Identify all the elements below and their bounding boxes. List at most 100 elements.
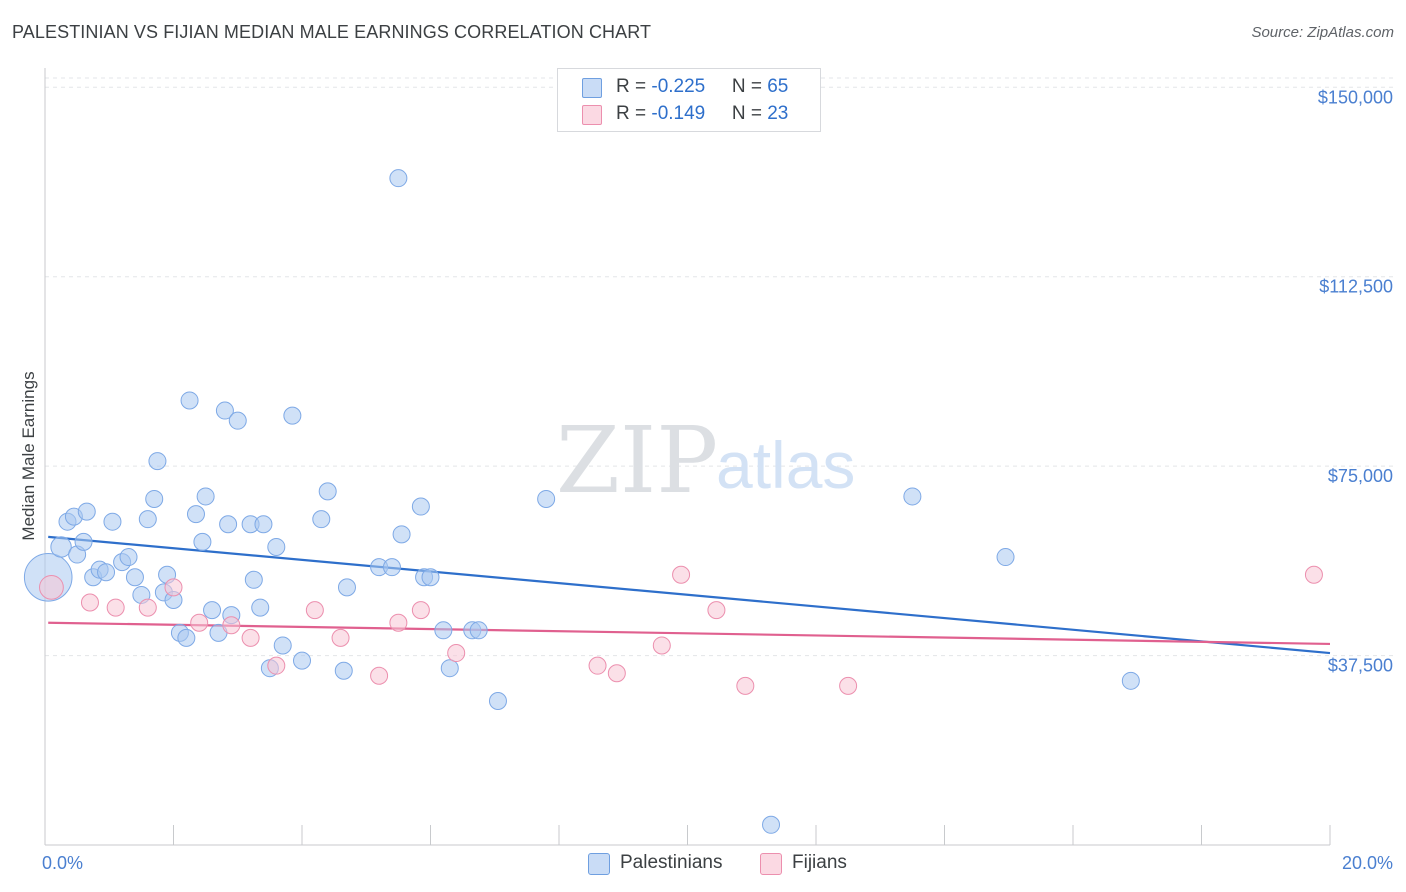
palestinian-point	[251, 598, 270, 617]
palestinian-point	[215, 401, 234, 420]
palestinian-point	[97, 563, 116, 582]
fijian-point	[607, 664, 626, 683]
palestinian-point	[421, 568, 440, 587]
fijian-point	[39, 574, 64, 600]
chart-title: PALESTINIAN VS FIJIAN MEDIAN MALE EARNIN…	[12, 22, 652, 42]
palestinian-point	[228, 411, 247, 430]
legend-r-label: R =	[616, 103, 652, 124]
x-tick-labels: 0.0% 20.0%	[42, 853, 1393, 873]
palestinian-point	[219, 515, 238, 534]
palestinian-point	[312, 510, 331, 529]
palestinian-point	[318, 482, 337, 501]
palestinian-point	[434, 621, 453, 640]
legend-swatch-fijians	[760, 853, 782, 875]
fijian-point	[707, 601, 726, 620]
palestinian-trend-line	[48, 535, 1331, 655]
y-tick-label: $150,000	[1318, 87, 1393, 107]
fijian-point	[839, 676, 858, 695]
legend-label-fijians: Fijians	[792, 852, 847, 873]
palestinian-point	[392, 525, 411, 544]
legend-n-value: 65	[767, 76, 789, 97]
fijian-point	[411, 601, 430, 620]
trend-lines	[48, 535, 1331, 655]
legend-r-value: -0.225	[651, 76, 706, 97]
fijian-point	[389, 613, 408, 632]
palestinian-point	[337, 578, 356, 597]
fijian-point	[138, 598, 157, 617]
watermark: ZIP atlas	[556, 407, 855, 514]
palestinian-point	[389, 169, 408, 188]
fijian-point	[222, 616, 241, 635]
fijian-point	[1304, 565, 1323, 584]
stats-legend: R = -0.225 N = 65 R = -0.149 N = 23	[557, 68, 821, 132]
palestinian-point	[996, 548, 1015, 567]
fijian-point	[652, 636, 671, 655]
palestinian-point	[488, 692, 507, 711]
palestinian-point	[177, 628, 196, 647]
fijian-trend-line	[48, 621, 1331, 646]
legend-label-palestinians: Palestinians	[620, 852, 723, 873]
palestinian-point	[125, 568, 144, 587]
axes	[44, 68, 1331, 846]
fijian-point	[106, 598, 125, 617]
fijian-point	[447, 644, 466, 663]
y-tick-label: $37,500	[1328, 656, 1393, 676]
legend-n-value: 23	[767, 103, 789, 124]
x-tick-label: 0.0%	[42, 853, 83, 873]
palestinian-point	[903, 487, 922, 506]
palestinian-point	[203, 601, 222, 620]
palestinian-point	[267, 537, 286, 556]
fijian-point	[190, 613, 209, 632]
palestinian-point	[148, 452, 167, 471]
fijian-point	[267, 656, 286, 675]
data-points	[23, 169, 1323, 834]
palestinian-point	[50, 536, 72, 558]
legend-swatch-palestinians	[582, 78, 602, 98]
palestinian-point	[119, 548, 138, 567]
y-axis-label: Median Male Earnings	[19, 371, 38, 540]
fijian-point	[672, 565, 691, 584]
palestinian-point	[537, 489, 556, 508]
fijian-point	[370, 666, 389, 685]
palestinian-point	[77, 502, 96, 521]
y-tick-labels: $37,500 $75,000 $112,500 $150,000	[1318, 87, 1393, 675]
legend-r-label: R =	[616, 76, 652, 97]
palestinian-point	[382, 558, 401, 577]
palestinian-point	[762, 815, 781, 834]
palestinian-point	[186, 505, 205, 524]
palestinian-point	[440, 659, 459, 678]
y-tick-label: $112,500	[1319, 277, 1393, 297]
palestinian-point	[254, 515, 273, 534]
palestinian-point	[293, 651, 311, 670]
watermark-atlas: atlas	[716, 428, 855, 502]
fijian-point	[80, 593, 99, 612]
palestinian-point	[334, 661, 353, 680]
palestinian-point	[138, 510, 157, 529]
legend-n-label: N =	[731, 103, 768, 124]
x-tick-label: 20.0%	[1342, 853, 1393, 873]
palestinian-point	[74, 532, 93, 551]
palestinian-point	[411, 497, 430, 516]
fijian-point	[588, 656, 607, 675]
fijian-point	[331, 628, 350, 647]
palestinian-point	[180, 391, 199, 410]
watermark-zip: ZIP	[556, 407, 718, 514]
palestinian-point	[193, 532, 212, 551]
fijian-point	[241, 628, 260, 647]
legend-r-value: -0.149	[651, 103, 706, 124]
legend-n-label: N =	[731, 76, 768, 97]
palestinian-point	[196, 487, 215, 506]
y-tick-label: $75,000	[1328, 466, 1393, 486]
legend-swatch-palestinians	[588, 853, 610, 875]
gridlines	[45, 77, 1395, 657]
palestinian-point	[1121, 671, 1140, 690]
palestinian-point	[244, 570, 263, 589]
palestinian-point	[273, 636, 292, 655]
fijian-point	[305, 601, 324, 620]
legend-swatch-fijians	[582, 105, 602, 125]
source-label: Source: ZipAtlas.com	[1251, 24, 1394, 41]
palestinian-point	[103, 512, 122, 531]
palestinian-point	[469, 621, 488, 640]
palestinian-point	[283, 406, 302, 425]
